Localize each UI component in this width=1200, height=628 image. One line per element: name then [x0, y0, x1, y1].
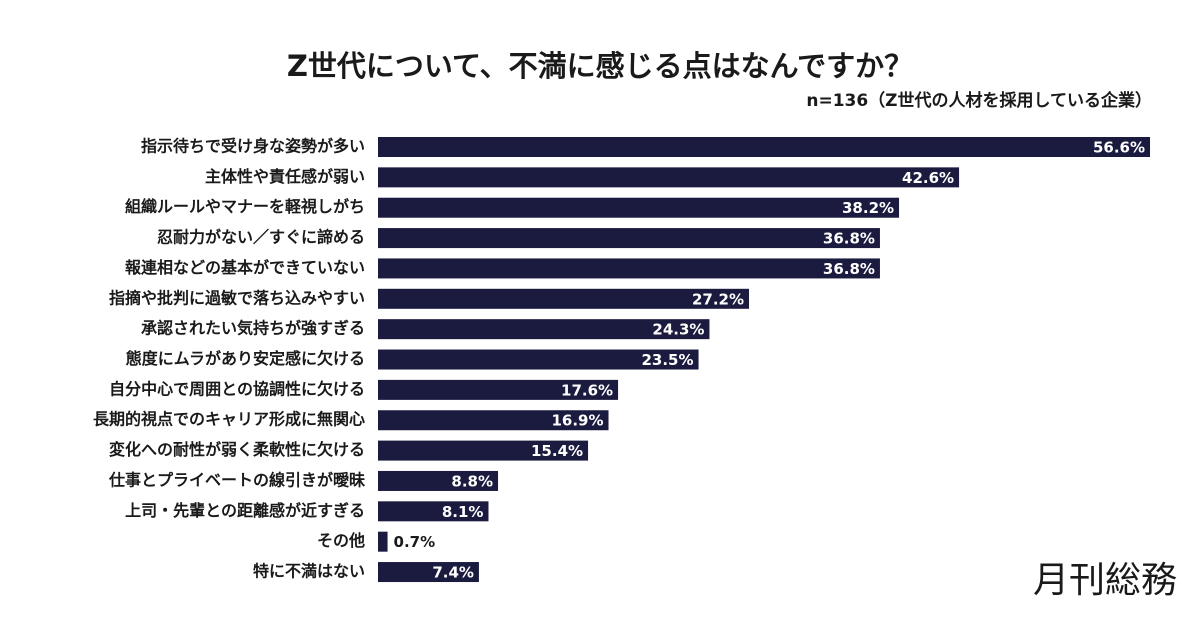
- value-label: 42.6%: [902, 169, 954, 187]
- value-label: 36.8%: [823, 230, 875, 248]
- value-label: 8.8%: [451, 472, 493, 490]
- bar: [378, 167, 960, 188]
- bar: [378, 470, 499, 491]
- category-label: 主体性や責任感が弱い: [205, 167, 365, 186]
- value-label: 24.3%: [652, 321, 704, 339]
- category-label: その他: [317, 531, 365, 550]
- category-label: 組織ルールやマナーを軽視しがち: [125, 197, 365, 216]
- value-label: 8.1%: [442, 503, 484, 521]
- category-label: 忍耐力がない／すぐに諦める: [157, 228, 365, 247]
- bar: [378, 440, 589, 461]
- bar: [378, 531, 388, 552]
- logo: 月刊総務: [1033, 560, 1177, 601]
- bar: [378, 379, 619, 400]
- category-label: 長期的視点でのキャリア形成に無関心: [93, 410, 365, 429]
- value-label: 17.6%: [561, 381, 613, 399]
- chart-title: Z世代について、不満に感じる点はなんですか？: [287, 49, 913, 83]
- bar: [378, 410, 609, 431]
- value-label: 0.7%: [394, 533, 436, 551]
- bar: [378, 228, 880, 249]
- category-label: 報連相などの基本ができていない: [125, 258, 365, 277]
- category-label: 指摘や批判に過敏で落ち込みやすい: [109, 288, 365, 307]
- value-label: 27.2%: [692, 290, 744, 308]
- value-label: 23.5%: [641, 351, 693, 369]
- bar: [378, 197, 900, 218]
- category-label: 仕事とプライベートの線引きが曖昧: [108, 470, 366, 489]
- value-label: 56.6%: [1093, 139, 1145, 157]
- bar: [378, 349, 699, 370]
- category-label: 承認されたい気持ちが強すぎる: [141, 319, 365, 338]
- chart-subtitle: n=136（Z世代の人材を採用している企業）: [806, 90, 1152, 111]
- category-label: 上司・先輩との距離感が近すぎる: [125, 501, 365, 520]
- category-label: 指示待ちで受け身な姿勢が多い: [141, 137, 365, 156]
- value-label: 16.9%: [551, 412, 603, 430]
- category-label: 自分中心で周囲との協調性に欠ける: [109, 379, 365, 398]
- bar: [378, 319, 710, 340]
- value-label: 15.4%: [531, 442, 583, 460]
- bar: [378, 288, 750, 309]
- bar: [378, 258, 880, 279]
- value-label: 7.4%: [432, 564, 474, 582]
- value-label: 38.2%: [842, 199, 894, 217]
- bar: [378, 562, 479, 583]
- category-label: 態度にムラがあり安定感に欠ける: [126, 349, 365, 368]
- category-label: 変化への耐性が弱く柔軟性に欠ける: [109, 440, 365, 459]
- bar: [378, 137, 1151, 157]
- bar: [378, 501, 489, 522]
- category-label: 特に不満はない: [253, 562, 365, 581]
- value-label: 36.8%: [823, 260, 875, 278]
